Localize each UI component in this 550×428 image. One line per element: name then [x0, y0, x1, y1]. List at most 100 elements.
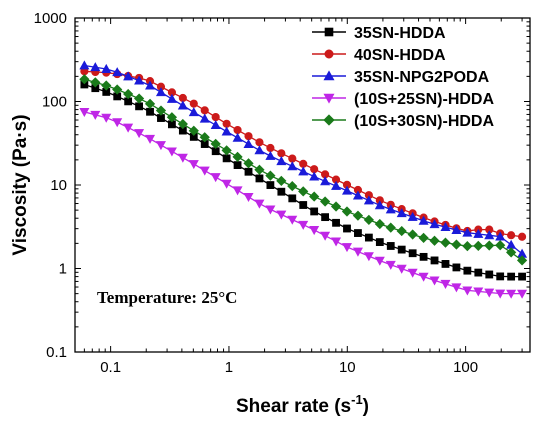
data-point: [155, 105, 167, 116]
data-point: [320, 196, 331, 207]
data-point: [265, 150, 276, 160]
data-point: [375, 238, 384, 246]
data-point: [363, 214, 374, 225]
data-point: [452, 263, 461, 272]
data-point: [440, 237, 451, 248]
data-point: [418, 232, 429, 244]
data-point: [451, 283, 462, 293]
data-point: [363, 195, 374, 205]
data-point: [484, 230, 495, 240]
data-point: [386, 242, 395, 250]
data-point: [320, 176, 331, 186]
data-point: [276, 175, 287, 186]
data-point: [144, 98, 156, 109]
x-tick-label: 100: [453, 359, 478, 376]
y-tick-label: 10: [50, 177, 67, 194]
data-point: [188, 107, 199, 117]
legend-entry: (10S+30SN)-HDDA: [312, 113, 494, 130]
data-point: [418, 215, 429, 225]
data-point: [419, 252, 428, 261]
data-point: [341, 206, 353, 217]
data-point: [90, 62, 101, 72]
data-point: [330, 201, 342, 212]
data-point: [155, 87, 166, 97]
data-point: [243, 193, 254, 203]
data-point: [485, 270, 494, 279]
data-point: [323, 114, 335, 126]
data-point: [484, 240, 495, 251]
data-point: [495, 240, 506, 251]
data-point: [407, 229, 418, 240]
data-point: [323, 93, 335, 104]
data-point: [133, 93, 145, 104]
data-point: [309, 191, 320, 202]
data-point: [440, 279, 451, 289]
data-point: [123, 88, 134, 100]
data-point: [255, 174, 264, 183]
data-point: [146, 107, 154, 116]
series-(10S+25SN)-HDDA: [79, 108, 528, 299]
x-tick-label: 10: [339, 359, 356, 376]
data-point: [374, 218, 385, 230]
data-point: [244, 132, 253, 141]
data-point: [298, 220, 309, 230]
data-point: [221, 179, 232, 189]
y-tick-label: 0.1: [46, 344, 67, 361]
data-point: [90, 110, 101, 120]
x-axis-title-main: Shear rate (s: [236, 396, 351, 417]
data-point: [507, 231, 516, 240]
data-point: [233, 161, 242, 170]
data-point: [222, 154, 231, 163]
data-point: [407, 211, 418, 221]
data-point: [462, 286, 473, 296]
data-point: [222, 119, 231, 128]
data-point: [495, 289, 506, 299]
data-point: [374, 200, 385, 210]
data-point: [112, 67, 123, 77]
data-point: [429, 235, 440, 246]
y-tick-label: 1: [59, 261, 67, 278]
data-point: [79, 74, 90, 85]
y-axis-title: Viscosity (Pa·s): [10, 114, 31, 255]
legend-label: (10S+30SN)-HDDA: [354, 113, 494, 130]
data-point: [243, 138, 254, 148]
data-point: [299, 201, 308, 209]
data-point: [101, 63, 112, 73]
data-point: [199, 166, 210, 176]
data-point: [516, 255, 528, 266]
data-point: [418, 272, 429, 282]
data-point: [320, 231, 331, 241]
data-point: [332, 218, 340, 227]
data-point: [145, 134, 156, 144]
data-point: [101, 113, 112, 123]
x-axis-title-close: ): [363, 396, 369, 417]
data-point: [112, 84, 123, 95]
data-point: [385, 204, 396, 214]
data-point: [397, 245, 406, 254]
legend-label: (10S+25SN)-HDDA: [354, 91, 494, 108]
legend-entry: 40SN-HDDA: [312, 47, 446, 64]
data-point: [177, 100, 188, 110]
data-point: [463, 266, 472, 275]
data-point: [385, 260, 396, 270]
data-point: [287, 215, 298, 225]
data-point: [155, 141, 166, 151]
data-point: [243, 158, 254, 169]
data-point: [341, 185, 353, 195]
series-35SN-NPG2PODA: [79, 60, 528, 258]
data-point: [166, 112, 178, 123]
data-point: [200, 106, 209, 115]
data-point: [352, 190, 363, 200]
data-point: [352, 210, 364, 221]
data-point: [166, 147, 177, 157]
data-point: [199, 132, 210, 143]
data-point: [177, 153, 188, 163]
data-point: [343, 224, 351, 233]
data-point: [484, 288, 495, 298]
temperature-annotation: Temperature: 25°C: [97, 288, 237, 307]
data-point: [254, 145, 265, 155]
data-point: [324, 49, 334, 59]
data-point: [451, 239, 462, 250]
legend-entry: 35SN-HDDA: [312, 25, 446, 42]
data-point: [451, 224, 462, 234]
